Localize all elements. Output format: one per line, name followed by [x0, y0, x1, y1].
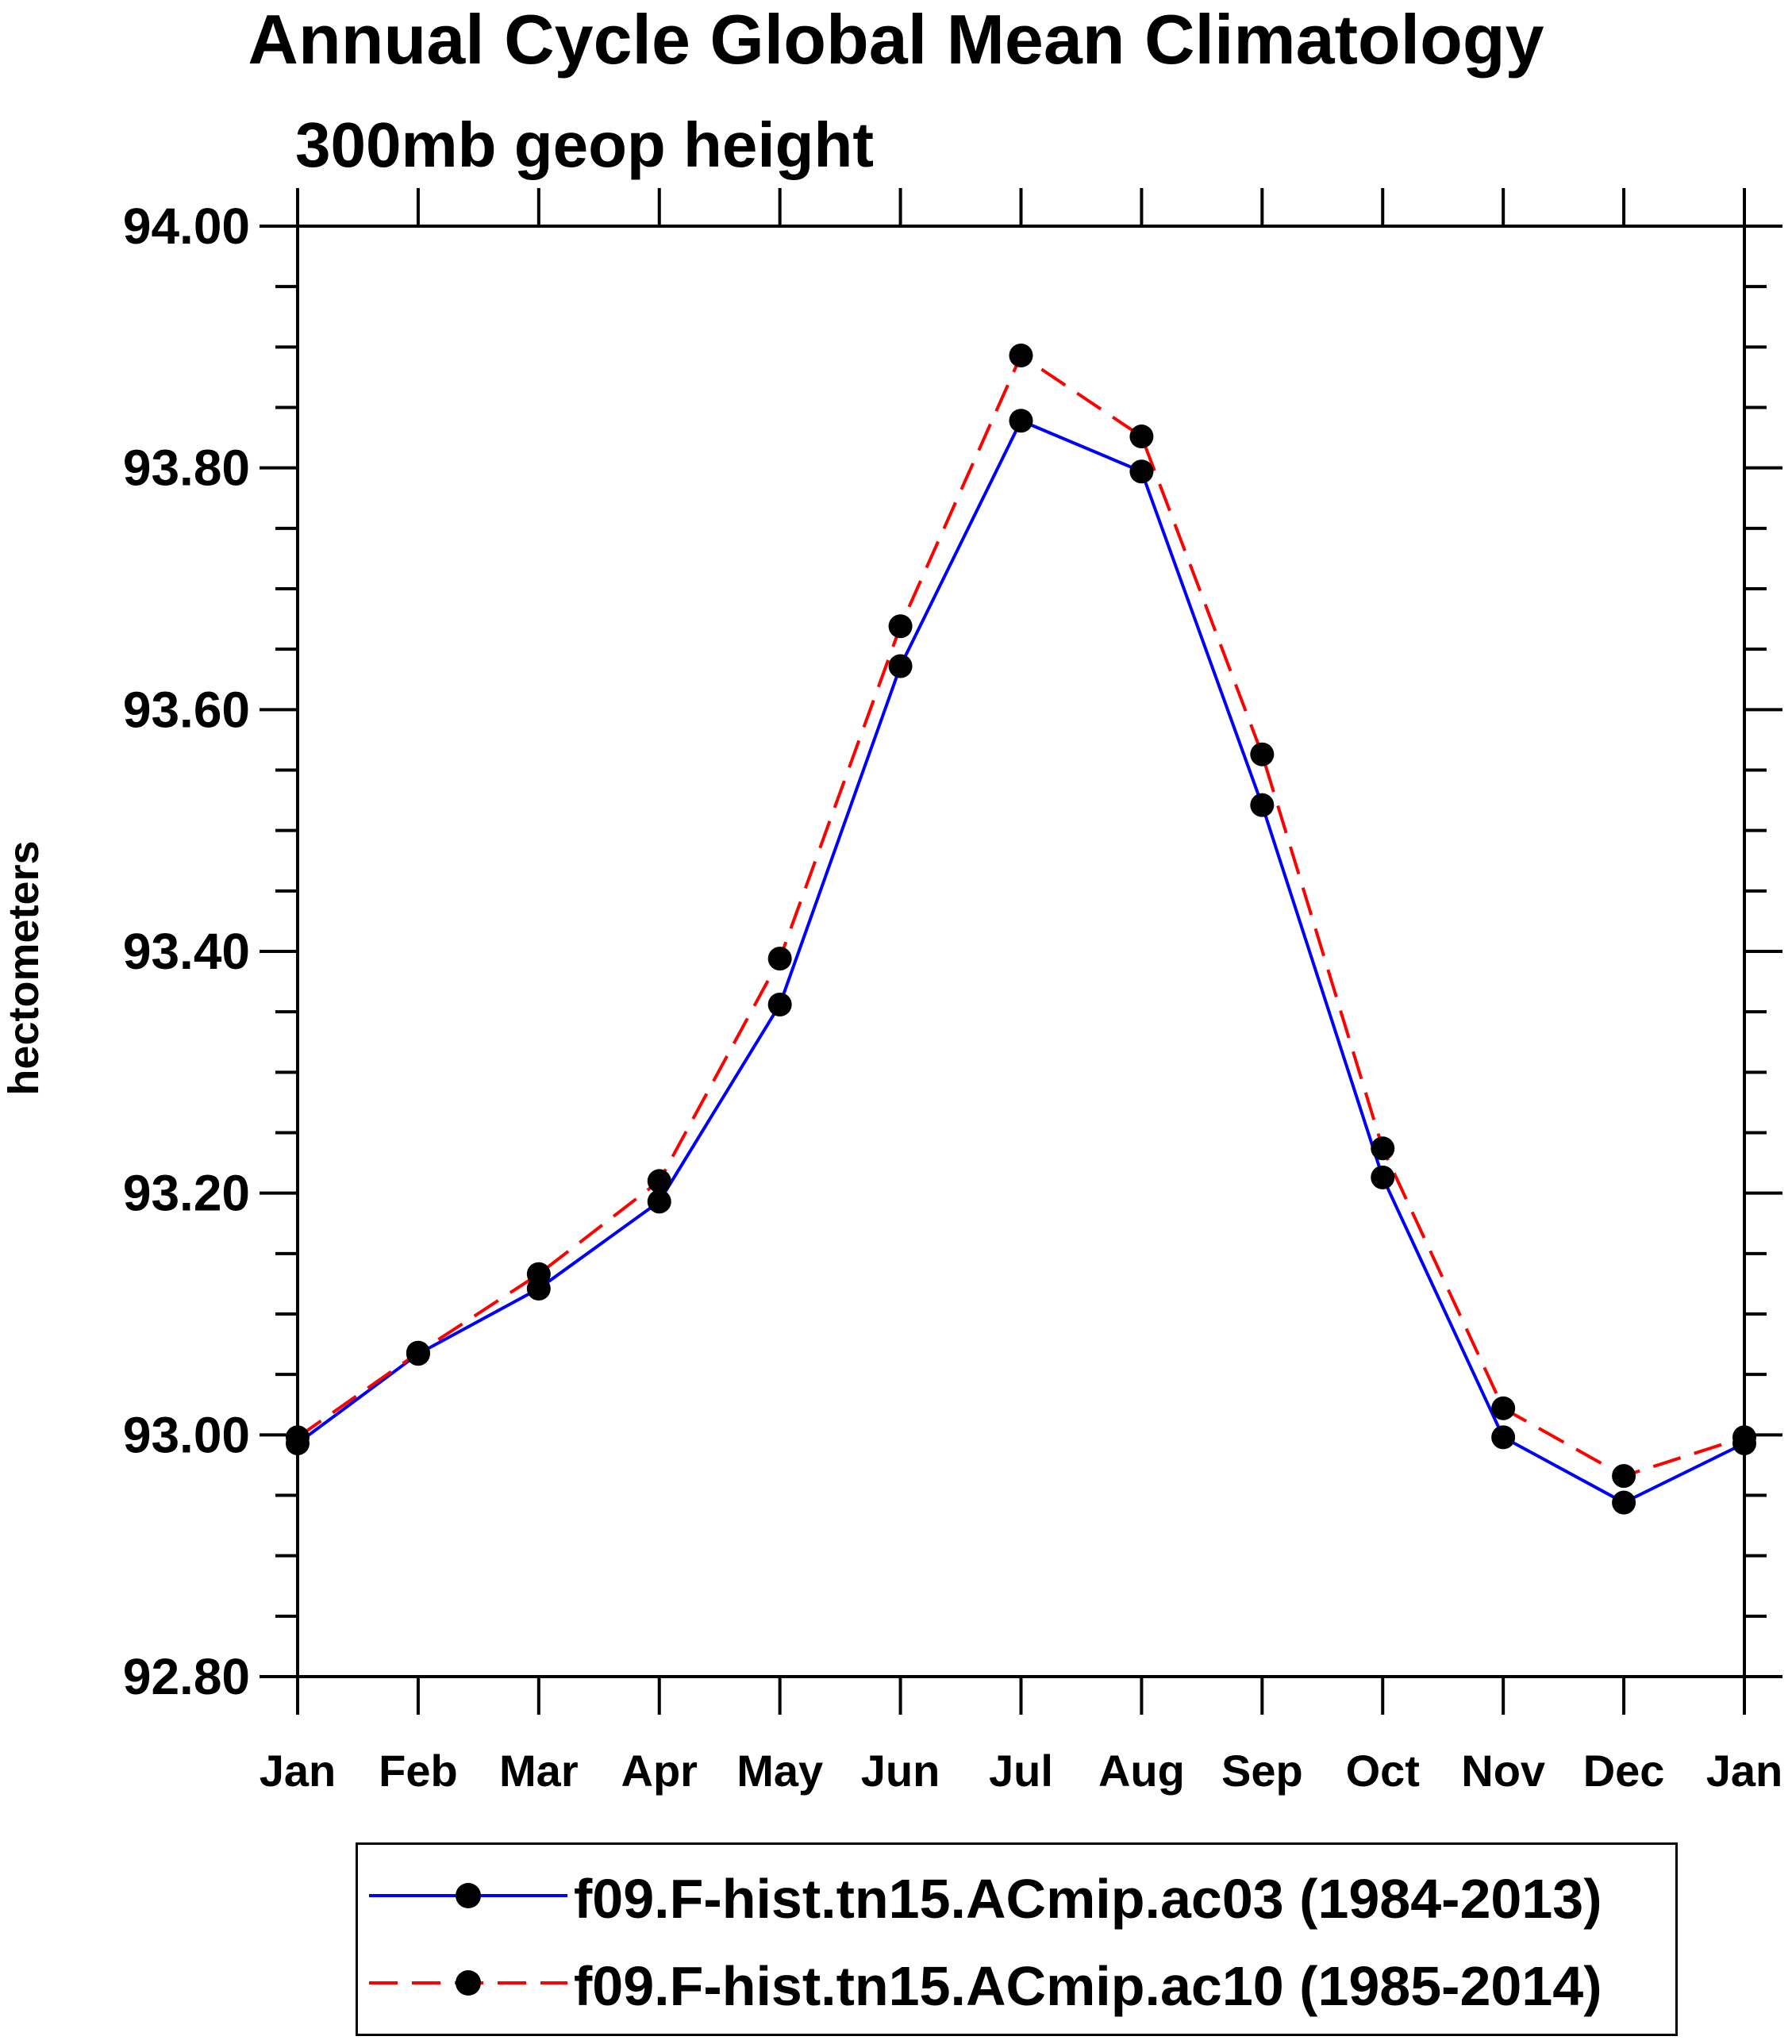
- series-2-point: [1612, 1464, 1636, 1489]
- series-2-point: [1371, 1136, 1395, 1161]
- series-1-point: [1612, 1490, 1636, 1515]
- legend: f09.F-hist.tn15.ACmip.ac03 (1984-2013) f…: [356, 1842, 1678, 2036]
- x-tick-label: Jun: [861, 1746, 940, 1796]
- axes-layer: 92.80 93.00 93.20 93.40 93.60 93.80 94.00 Jan Fe…: [123, 188, 1782, 1796]
- y-tick-label: 93.00: [123, 1406, 250, 1463]
- series-2-point: [1009, 343, 1033, 367]
- series-layer: [286, 343, 1756, 1515]
- series-2-point: [1250, 742, 1275, 766]
- chart-title: Annual Cycle Global Mean Climatology: [248, 0, 1544, 79]
- series-1-point: [1009, 409, 1033, 433]
- series-2-point: [286, 1425, 310, 1450]
- series-2-point: [526, 1262, 551, 1286]
- series-1-point: [1250, 793, 1275, 817]
- legend-label-series-1: f09.F-hist.tn15.ACmip.ac03 (1984-2013): [574, 1868, 1602, 1930]
- x-tick-label: Oct: [1346, 1746, 1420, 1796]
- series-1-point: [1491, 1425, 1516, 1450]
- legend-swatch-series-2: [369, 1970, 567, 1996]
- legend-item-series-1: f09.F-hist.tn15.ACmip.ac03 (1984-2013): [358, 1856, 1680, 1935]
- series-1-point: [647, 1189, 671, 1214]
- series-2-point: [1732, 1425, 1756, 1450]
- y-tick-label: 93.40: [123, 923, 250, 980]
- x-tick-label: Feb: [379, 1746, 458, 1796]
- series-2-point: [767, 947, 792, 971]
- series-line-1: [296, 418, 1745, 1504]
- series-line-2: [296, 353, 1745, 1478]
- x-tick-label: Jan: [260, 1746, 336, 1796]
- legend-swatch-series-1: [369, 1883, 567, 1908]
- legend-item-series-2: f09.F-hist.tn15.ACmip.ac10 (1985-2014): [358, 1943, 1680, 2023]
- y-tick-label: 93.80: [123, 440, 250, 497]
- series-2-point: [1129, 425, 1154, 449]
- y-tick-label: 93.20: [123, 1165, 250, 1222]
- series-2-point: [888, 614, 913, 639]
- plot-area: 92.80 93.00 93.20 93.40 93.60 93.80 94.00 Jan Fe…: [123, 188, 1782, 1796]
- x-tick-label: Apr: [621, 1746, 698, 1796]
- x-tick-label: Mar: [499, 1746, 579, 1796]
- y-tick-label: 92.80: [123, 1648, 250, 1705]
- x-tick-label: May: [736, 1746, 823, 1796]
- y-tick-label: 94.00: [123, 198, 250, 255]
- legend-label-series-2: f09.F-hist.tn15.ACmip.ac10 (1985-2014): [574, 1955, 1602, 2017]
- x-tick-label: Sep: [1221, 1746, 1303, 1796]
- series-2-point: [406, 1340, 430, 1365]
- series-1-point: [767, 993, 792, 1017]
- series-2-point: [1491, 1396, 1516, 1420]
- x-tick-label: Dec: [1583, 1746, 1665, 1796]
- x-tick-label: Nov: [1461, 1746, 1545, 1796]
- chart-subtitle: 300mb geop height: [295, 110, 874, 180]
- plot-frame: [296, 225, 1746, 1678]
- series-1-point: [888, 654, 913, 678]
- series-1-point: [1129, 459, 1154, 484]
- series-1-point: [1371, 1165, 1395, 1189]
- x-tick-label: Aug: [1098, 1746, 1185, 1796]
- x-tick-label: Jul: [989, 1746, 1053, 1796]
- series-2-point: [647, 1169, 671, 1193]
- x-tick-label: Jan: [1706, 1746, 1783, 1796]
- y-tick-label: 93.60: [123, 681, 250, 738]
